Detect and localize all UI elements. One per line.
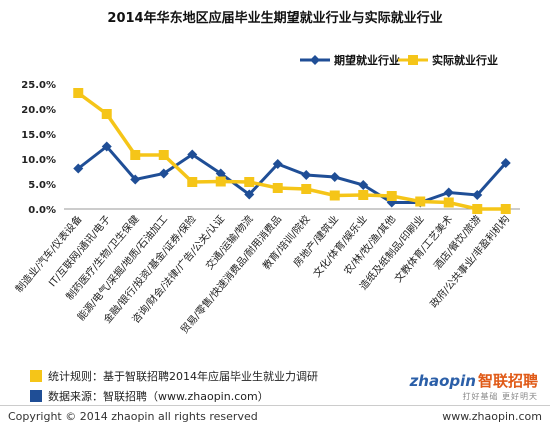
series-2-point (272, 183, 283, 193)
brand-tagline: 打好基础 更好明天 (462, 392, 538, 401)
chart-title: 2014年华东地区应届毕业生期望就业行业与实际就业行业 (107, 10, 442, 26)
series-2-point (130, 150, 141, 160)
y-tick-label: 10.0% (21, 155, 56, 166)
series-1-point (215, 168, 226, 179)
legend-label-1: 期望就业行业 (334, 53, 400, 67)
series-1-point (244, 189, 255, 200)
copyright-text: Copyright © 2014 zhaopin all rights rese… (8, 410, 258, 423)
rule-note-swatch (30, 370, 42, 382)
legend-label-2: 实际就业行业 (432, 53, 498, 67)
series-1-point (329, 172, 340, 182)
zhaopin-logo: zhaopin 智联招聘 打好基础 更好明天 (410, 370, 538, 402)
series-line-1 (77, 144, 507, 204)
series-1-point (472, 190, 483, 200)
series-2-point (500, 204, 511, 214)
rule-note-text: 统计规则：基于智联招聘2014年应届毕业生就业力调研 (48, 370, 318, 383)
series-2-point (301, 184, 312, 194)
series-2-point (386, 191, 397, 201)
series-2-point (187, 177, 198, 187)
y-tick-label: 15.0% (21, 130, 56, 141)
source-note-swatch (30, 390, 42, 402)
y-tick-label: 5.0% (28, 180, 56, 191)
series-2-point (101, 109, 112, 119)
series-2-point (215, 176, 226, 187)
series-1-point (73, 163, 84, 174)
series-1-point (443, 187, 454, 198)
series-2-point (443, 197, 454, 208)
brand-latin: zhaopin (409, 372, 476, 390)
series-1-point (187, 149, 198, 160)
series-2-point (73, 88, 84, 98)
series-1-point (500, 158, 511, 168)
series-1-point (272, 159, 283, 169)
series-1-point (358, 180, 369, 190)
y-tick-label: 20.0% (21, 105, 56, 116)
legend-marker-1 (310, 55, 320, 65)
legend-marker-2 (408, 55, 418, 65)
series-2-point (158, 150, 169, 160)
series-2-point (415, 196, 426, 207)
series-2-point (244, 177, 255, 187)
site-url: www.zhaopin.com (442, 410, 542, 423)
source-note-text: 数据来源：智联招聘（www.zhaopin.com） (48, 390, 269, 403)
y-tick-label: 0.0% (28, 205, 56, 216)
brand-cn: 智联招聘 (477, 372, 538, 390)
series-1-point (101, 141, 112, 152)
x-tick-label: 贸易/零售/快速消费品/耐用消费品 (178, 213, 284, 336)
series-1-point (301, 170, 312, 180)
series-2-point (329, 190, 340, 201)
footer-divider (0, 405, 550, 406)
source-note: 数据来源：智联招聘（www.zhaopin.com） (30, 388, 269, 404)
series-2-point (472, 204, 483, 214)
rule-note: 统计规则：基于智联招聘2014年应届毕业生就业力调研 (30, 368, 318, 384)
series-2-point (358, 190, 369, 200)
series-1-point (130, 174, 141, 185)
series-line-2 (77, 91, 506, 211)
y-tick-label: 25.0% (21, 80, 56, 91)
series-1-point (158, 168, 169, 179)
